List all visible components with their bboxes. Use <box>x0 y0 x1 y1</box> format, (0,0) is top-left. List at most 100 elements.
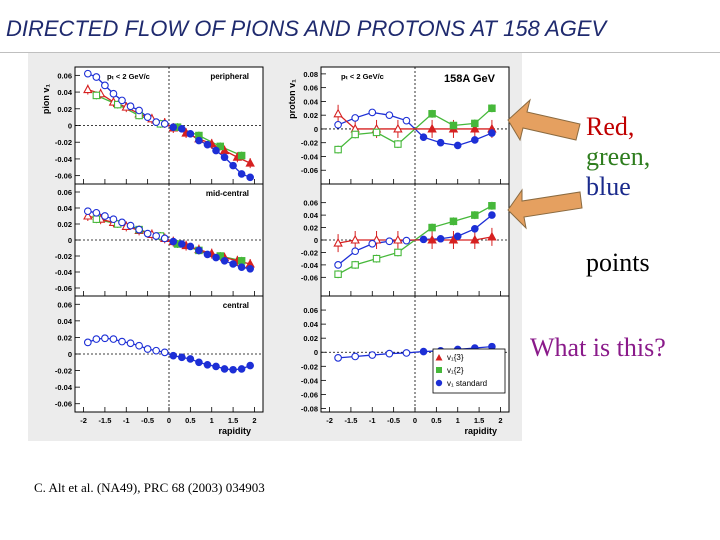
y-tick-label: -0.06 <box>301 273 318 282</box>
y-tick-label: 0.02 <box>57 220 72 229</box>
y-tick-label: -0.06 <box>55 284 72 293</box>
y-tick-label: -0.02 <box>301 248 318 257</box>
x-tick-label: -1.5 <box>98 416 111 425</box>
arrow-to-proton-peripheral <box>507 98 581 142</box>
blue-point-filled <box>212 146 220 155</box>
x-tick-label: 1 <box>456 416 460 425</box>
panel-annotation: 158A GeV <box>444 73 496 85</box>
blue-point-open <box>334 261 342 269</box>
blue-point-open <box>126 339 135 348</box>
note-green: green, <box>586 142 651 171</box>
green-point <box>334 145 342 154</box>
red-point <box>427 234 437 244</box>
x-tick-label: 0 <box>413 416 417 425</box>
blue-point-open <box>109 335 118 343</box>
blue-point-open <box>83 338 92 347</box>
pt-cut-label: pₜ < 2 GeV/c <box>107 72 150 81</box>
green-point <box>351 261 359 269</box>
blue-point-filled <box>220 153 229 162</box>
green-point <box>394 140 402 148</box>
blue-point-filled <box>169 123 178 131</box>
y-tick-label: -0.08 <box>301 404 318 413</box>
green-point <box>471 211 479 219</box>
green-point <box>351 130 359 139</box>
y-tick-label: 0.02 <box>303 334 318 343</box>
y-tick-label: -0.02 <box>301 362 318 371</box>
x-tick-label: -1.5 <box>344 416 357 425</box>
red-point <box>83 84 93 94</box>
panel-proton-mid-central: 0.06 0.04 0.02 0 -0.02 -0.04 -0.06 <box>301 183 510 297</box>
y-tick-label: 0 <box>314 348 318 357</box>
green-point <box>449 217 458 226</box>
blue-point-open <box>126 221 135 230</box>
blue-point-open <box>101 81 109 90</box>
blue-point-open <box>92 73 101 81</box>
blue-point-filled <box>220 365 229 373</box>
blue-point-filled <box>203 360 212 369</box>
red-point <box>393 234 403 244</box>
note-blue: blue <box>586 172 631 201</box>
blue-point-filled <box>229 260 237 268</box>
blue-point-filled <box>237 263 246 271</box>
legend-marker-green <box>436 367 442 373</box>
x-tick-label: -1 <box>369 416 376 425</box>
legend-box <box>432 348 506 394</box>
blue-point-filled <box>203 250 212 259</box>
blue-point-open <box>402 116 411 125</box>
y-tick-label: 0.02 <box>57 333 72 342</box>
blue-point-open <box>92 335 101 343</box>
y-tick-label: -0.04 <box>55 383 73 392</box>
y-tick-label: 0.04 <box>57 204 72 213</box>
y-tick-label: 0 <box>314 125 318 134</box>
y-tick-label: 0 <box>68 122 72 131</box>
blue-point-filled <box>186 242 195 251</box>
y-tick-label: -0.02 <box>55 138 72 147</box>
x-axis-label: rapidity <box>464 426 497 436</box>
blue-point-open <box>101 212 109 220</box>
y-tick-label: -0.04 <box>55 268 73 277</box>
green-point <box>394 248 402 257</box>
blue-point-open <box>109 89 118 98</box>
green-point <box>334 270 342 278</box>
blue-point-filled <box>436 234 445 243</box>
y-tick-label: -0.04 <box>301 376 319 385</box>
pt-cut-label: pₜ < 2 GeV/c <box>341 72 384 81</box>
green-point <box>428 110 436 118</box>
blue-point-filled <box>220 257 229 265</box>
blue-point-open <box>143 113 152 121</box>
y-tick-label: 0.06 <box>303 306 318 315</box>
green-point <box>92 91 101 100</box>
blue-point-filled <box>453 232 462 241</box>
slide-title: DIRECTED FLOW OF PIONS AND PROTONS AT 15… <box>6 16 607 41</box>
blue-point-filled <box>212 362 220 371</box>
green-point <box>237 151 246 160</box>
green-point <box>488 202 496 210</box>
x-axis-label: rapidity <box>218 426 251 436</box>
y-tick-label: -0.06 <box>301 166 318 175</box>
blue-point-open <box>83 207 92 216</box>
x-tick-label: 1 <box>210 416 214 425</box>
blue-point-open <box>118 337 126 346</box>
blue-point-open <box>160 348 169 357</box>
y-tick-label: -0.04 <box>301 261 319 270</box>
arrow-to-proton-mid-central <box>507 188 583 230</box>
panel-annotation: peripheral <box>210 72 249 81</box>
v1-figure: 0.06 0.04 0.02 0 -0.02 -0.04 -0.06 pion v₁ pₜ < … <box>28 53 522 441</box>
blue-point-filled <box>186 130 195 138</box>
y-tick-label: -0.06 <box>55 172 72 181</box>
red-point <box>83 210 93 220</box>
x-tick-label: 0 <box>167 416 171 425</box>
x-tick-label: 1.5 <box>228 416 238 425</box>
panel-annotation: mid-central <box>206 189 249 198</box>
panel-pion-mid-central: 0.06 0.04 0.02 0 -0.02 -0.04 -0.06 mid-central <box>55 183 264 297</box>
blue-point-filled <box>246 265 254 273</box>
note-points: points <box>586 248 650 277</box>
x-tick-label: 0.5 <box>431 416 441 425</box>
red-point <box>470 123 480 133</box>
blue-point-filled <box>246 173 254 182</box>
blue-point-open <box>126 102 135 111</box>
y-tick-label: 0.04 <box>303 320 318 329</box>
chart-legend: v₁{3} v₁{2} v₁ standard <box>432 348 506 394</box>
y-tick-label: 0.02 <box>57 105 72 114</box>
x-tick-label: -2 <box>80 416 87 425</box>
